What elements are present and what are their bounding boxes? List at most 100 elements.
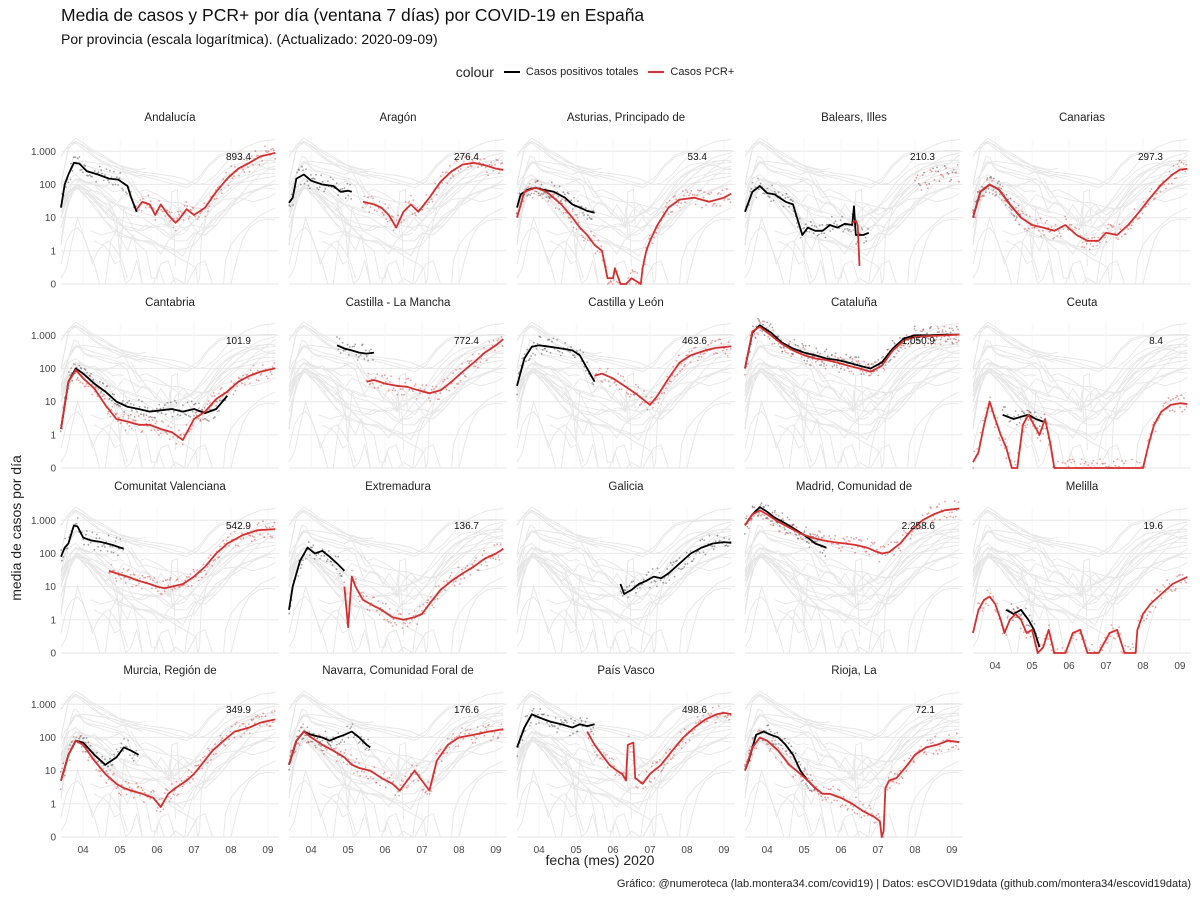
- total-dot: [300, 563, 303, 566]
- pcr-dot: [644, 786, 647, 788]
- total-dot: [1023, 412, 1026, 415]
- pcr-dot: [844, 804, 847, 807]
- y-tick-label: 1.000: [31, 700, 56, 711]
- extra-dot: [936, 166, 938, 169]
- pcr-dot: [422, 788, 425, 791]
- background-line: [516, 731, 599, 765]
- pcr-dot: [412, 615, 415, 617]
- pcr-dot: [843, 358, 846, 361]
- background-line: [336, 343, 504, 404]
- total-dot: [346, 182, 349, 185]
- pcr-dot: [1069, 458, 1071, 461]
- total-dot: [713, 545, 716, 548]
- pcr-dot: [144, 206, 147, 209]
- pcr-dot: [256, 369, 259, 372]
- pcr-dot: [442, 380, 444, 383]
- pcr-dot: [530, 192, 533, 195]
- pcr-dot: [419, 392, 421, 395]
- pcr-dot: [926, 739, 929, 742]
- pcr-dot: [1053, 236, 1056, 239]
- background-line: [395, 773, 404, 819]
- background-line: [818, 531, 960, 598]
- pcr-dot: [220, 188, 223, 191]
- pcr-dot: [910, 533, 913, 536]
- extra-dot: [942, 176, 945, 178]
- pcr-dot: [1054, 223, 1057, 226]
- pcr-dot: [1136, 460, 1138, 463]
- pcr-dot: [825, 798, 827, 801]
- pcr-line: [60, 718, 276, 808]
- panel-title: Ceuta: [1067, 297, 1098, 309]
- total-dot: [743, 533, 746, 535]
- total-dot: [565, 200, 567, 202]
- total-dot: [855, 243, 857, 245]
- pcr-dot: [900, 346, 903, 349]
- pcr-dot: [187, 217, 190, 220]
- background-line: [972, 547, 1044, 605]
- pcr-dot: [617, 281, 620, 284]
- pcr-dot: [195, 411, 198, 414]
- pcr-dot: [235, 721, 238, 724]
- pcr-dot: [629, 751, 631, 753]
- pcr-dot: [272, 149, 275, 152]
- total-dot: [769, 323, 772, 326]
- total-dot: [881, 356, 883, 359]
- total-dot: [777, 515, 780, 517]
- background-line: [564, 159, 732, 220]
- pcr-line: [343, 548, 504, 629]
- total-dot: [113, 753, 115, 756]
- total-dot: [363, 738, 365, 741]
- pcr-dot: [932, 338, 935, 341]
- pcr-dot: [427, 781, 430, 783]
- pcr-dot: [875, 814, 878, 817]
- pcr-dot: [678, 206, 681, 209]
- x-tick-label: 05: [571, 845, 583, 856]
- total-dot: [619, 590, 622, 593]
- pcr-dot: [651, 407, 654, 409]
- background-line: [571, 179, 732, 259]
- y-tick-label: 10: [45, 397, 57, 408]
- total-dot: [320, 555, 323, 557]
- total-dot: [67, 181, 70, 184]
- pcr-dot: [399, 784, 402, 786]
- pcr-dot: [856, 361, 859, 364]
- pcr-dot: [1066, 651, 1069, 654]
- pcr-dot: [1066, 460, 1069, 462]
- pcr-dot: [614, 774, 617, 777]
- pcr-dot: [1101, 462, 1104, 465]
- pcr-dot: [75, 736, 78, 739]
- pcr-line: [108, 528, 276, 590]
- pcr-dot: [1010, 212, 1013, 215]
- total-dot: [846, 228, 849, 230]
- pcr-dot: [484, 561, 487, 563]
- pcr-dot: [404, 381, 407, 384]
- pcr-dot: [419, 387, 422, 390]
- background-line: [60, 552, 276, 654]
- total-dot: [1014, 616, 1017, 619]
- pcr-dot: [182, 433, 185, 436]
- background-line: [744, 391, 960, 469]
- total-dot: [794, 752, 797, 755]
- total-dot: [315, 554, 318, 557]
- total-dot: [199, 419, 202, 421]
- pcr-dot: [922, 752, 925, 754]
- pcr-dot: [929, 739, 931, 741]
- pcr-dot: [895, 541, 898, 544]
- total-dot: [111, 393, 114, 395]
- pcr-dot: [823, 535, 825, 537]
- total-dot: [539, 336, 542, 338]
- pcr-dot: [245, 374, 248, 376]
- extra-dot: [941, 174, 943, 177]
- total-dot: [538, 722, 540, 724]
- pcr-dot: [389, 381, 391, 383]
- pcr-dot: [381, 211, 384, 214]
- total-dot: [819, 551, 822, 553]
- pcr-dot: [1023, 228, 1026, 230]
- pcr-dot: [271, 711, 273, 714]
- total-dot: [804, 223, 807, 226]
- total-dot: [337, 732, 340, 735]
- x-tick-label: 07: [1100, 661, 1112, 672]
- pcr-dot: [692, 355, 694, 358]
- pcr-dot: [128, 578, 131, 581]
